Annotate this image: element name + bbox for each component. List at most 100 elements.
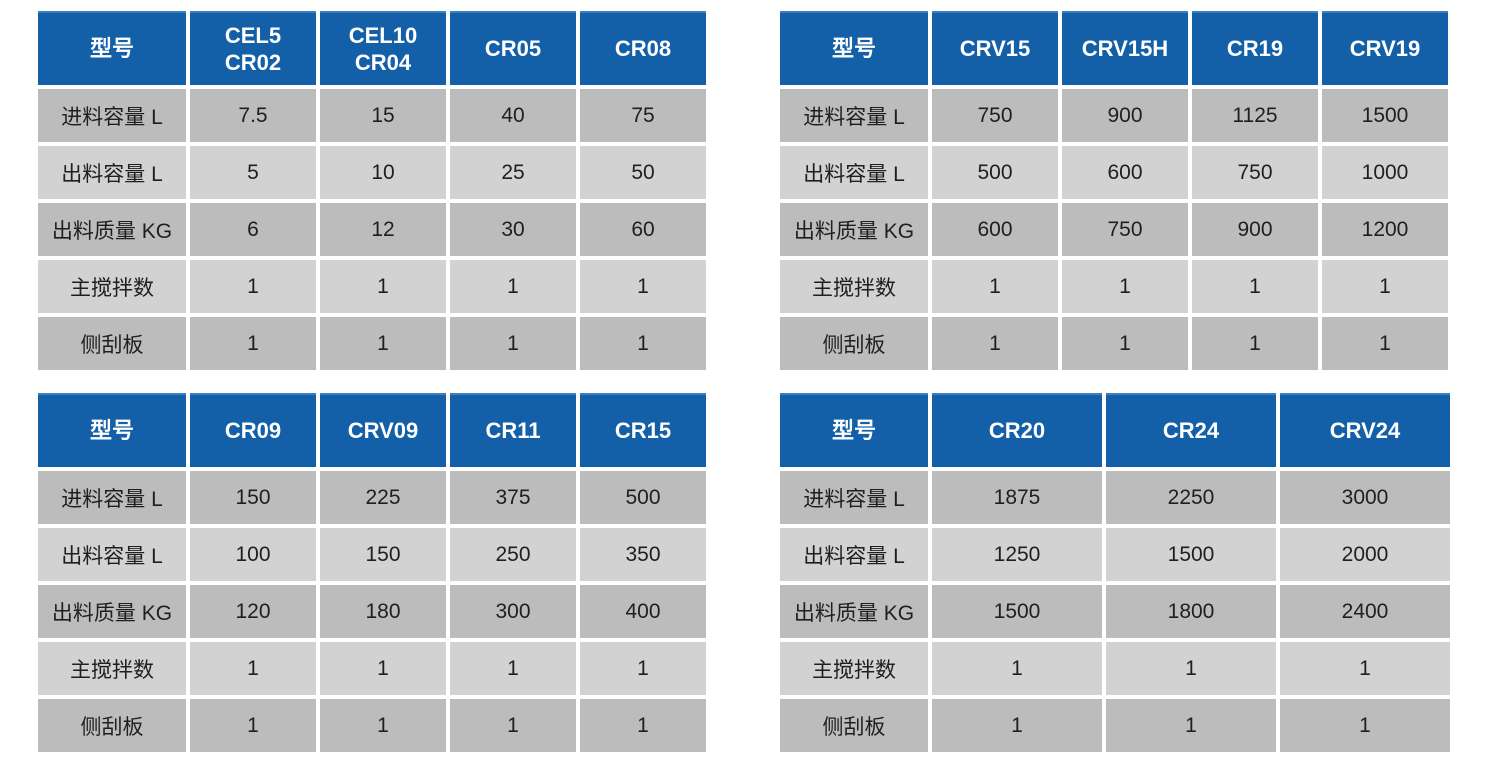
table-row: 侧刮板 1 1 1 1 <box>38 699 706 752</box>
spec-value: 1 <box>450 260 576 313</box>
row-label: 主搅拌数 <box>38 642 186 695</box>
spec-value: 1 <box>1280 699 1450 752</box>
row-label: 进料容量 L <box>38 89 186 142</box>
spec-value: 1 <box>190 317 316 370</box>
row-label: 进料容量 L <box>780 89 928 142</box>
spec-value: 3000 <box>1280 471 1450 524</box>
spec-value: 500 <box>580 471 706 524</box>
spec-value: 1 <box>1192 260 1318 313</box>
spec-value: 1 <box>1192 317 1318 370</box>
spec-value: 1 <box>1322 260 1448 313</box>
model-header: CR20 <box>932 393 1102 467</box>
spec-value: 6 <box>190 203 316 256</box>
spec-value: 375 <box>450 471 576 524</box>
spec-table-small-models: 型号 CEL5 CR02 CEL10 CR04 CR05 CR08 进料容量 L… <box>34 7 710 374</box>
row-label: 主搅拌数 <box>38 260 186 313</box>
spec-value: 1 <box>320 642 446 695</box>
table-row: 侧刮板 1 1 1 1 <box>780 317 1448 370</box>
row-label: 出料容量 L <box>38 528 186 581</box>
model-header-line: CEL10 <box>348 22 418 48</box>
spec-value: 1 <box>580 642 706 695</box>
table-row: 主搅拌数 1 1 1 1 <box>38 642 706 695</box>
spec-value: 120 <box>190 585 316 638</box>
spec-table-crv15-series: 型号 CRV15 CRV15H CR19 CRV19 进料容量 L 750 90… <box>776 7 1452 374</box>
spec-value: 1 <box>580 317 706 370</box>
model-header: CR05 <box>450 11 576 85</box>
spec-value: 40 <box>450 89 576 142</box>
spec-value: 1200 <box>1322 203 1448 256</box>
spec-value: 1 <box>450 699 576 752</box>
model-column-header: 型号 <box>38 11 186 85</box>
spec-value: 900 <box>1062 89 1188 142</box>
table-header-row: 型号 CR20 CR24 CRV24 <box>780 393 1450 467</box>
row-label: 侧刮板 <box>780 699 928 752</box>
spec-value: 1800 <box>1106 585 1276 638</box>
table-row: 进料容量 L 7.5 15 40 75 <box>38 89 706 142</box>
model-header: CRV24 <box>1280 393 1450 467</box>
table-row: 进料容量 L 1875 2250 3000 <box>780 471 1450 524</box>
spec-value: 1 <box>1280 642 1450 695</box>
model-column-header: 型号 <box>38 393 186 467</box>
spec-value: 2000 <box>1280 528 1450 581</box>
table-row: 侧刮板 1 1 1 <box>780 699 1450 752</box>
spec-value: 600 <box>932 203 1058 256</box>
spec-value: 250 <box>450 528 576 581</box>
spec-value: 300 <box>450 585 576 638</box>
spec-value: 10 <box>320 146 446 199</box>
spec-value: 1 <box>580 260 706 313</box>
model-header: CR08 <box>580 11 706 85</box>
row-label: 侧刮板 <box>38 317 186 370</box>
spec-value: 900 <box>1192 203 1318 256</box>
spec-value: 1 <box>1062 260 1188 313</box>
table-header-row: 型号 CR09 CRV09 CR11 CR15 <box>38 393 706 467</box>
spec-value: 1500 <box>1322 89 1448 142</box>
spec-value: 400 <box>580 585 706 638</box>
table-row: 出料质量 KG 120 180 300 400 <box>38 585 706 638</box>
row-label: 出料容量 L <box>780 528 928 581</box>
table-row: 出料容量 L 500 600 750 1000 <box>780 146 1448 199</box>
spec-value: 7.5 <box>190 89 316 142</box>
spec-value: 50 <box>580 146 706 199</box>
table-row: 出料容量 L 1250 1500 2000 <box>780 528 1450 581</box>
table-row: 主搅拌数 1 1 1 1 <box>38 260 706 313</box>
spec-value: 60 <box>580 203 706 256</box>
row-label: 出料质量 KG <box>780 203 928 256</box>
model-header: CRV09 <box>320 393 446 467</box>
spec-value: 1500 <box>932 585 1102 638</box>
spec-value: 12 <box>320 203 446 256</box>
row-label: 进料容量 L <box>38 471 186 524</box>
model-column-header: 型号 <box>780 11 928 85</box>
model-header: CRV19 <box>1322 11 1448 85</box>
table-row: 出料容量 L 100 150 250 350 <box>38 528 706 581</box>
row-label: 出料容量 L <box>38 146 186 199</box>
table-row: 出料质量 KG 1500 1800 2400 <box>780 585 1450 638</box>
spec-value: 750 <box>1192 146 1318 199</box>
row-label: 侧刮板 <box>38 699 186 752</box>
spec-value: 15 <box>320 89 446 142</box>
row-label: 出料质量 KG <box>780 585 928 638</box>
spec-value: 350 <box>580 528 706 581</box>
spec-value: 1 <box>1322 317 1448 370</box>
spec-value: 1 <box>190 260 316 313</box>
table-header-row: 型号 CRV15 CRV15H CR19 CRV19 <box>780 11 1448 85</box>
model-header: CR15 <box>580 393 706 467</box>
spec-value: 1875 <box>932 471 1102 524</box>
spec-value: 500 <box>932 146 1058 199</box>
model-header: CR19 <box>1192 11 1318 85</box>
table-header-row: 型号 CEL5 CR02 CEL10 CR04 CR05 CR08 <box>38 11 706 85</box>
spec-table-cr20-series: 型号 CR20 CR24 CRV24 进料容量 L 1875 2250 3000… <box>776 389 1454 756</box>
spec-value: 2400 <box>1280 585 1450 638</box>
spec-value: 1 <box>932 699 1102 752</box>
spec-value: 30 <box>450 203 576 256</box>
model-header: CR24 <box>1106 393 1276 467</box>
spec-value: 75 <box>580 89 706 142</box>
spec-value: 1125 <box>1192 89 1318 142</box>
model-header-line: CEL5 <box>224 22 282 48</box>
spec-value: 1 <box>190 642 316 695</box>
model-header-line: CR02 <box>224 50 282 75</box>
spec-value: 225 <box>320 471 446 524</box>
spec-value: 1 <box>320 699 446 752</box>
spec-value: 100 <box>190 528 316 581</box>
spec-value: 1 <box>580 699 706 752</box>
row-label: 主搅拌数 <box>780 260 928 313</box>
